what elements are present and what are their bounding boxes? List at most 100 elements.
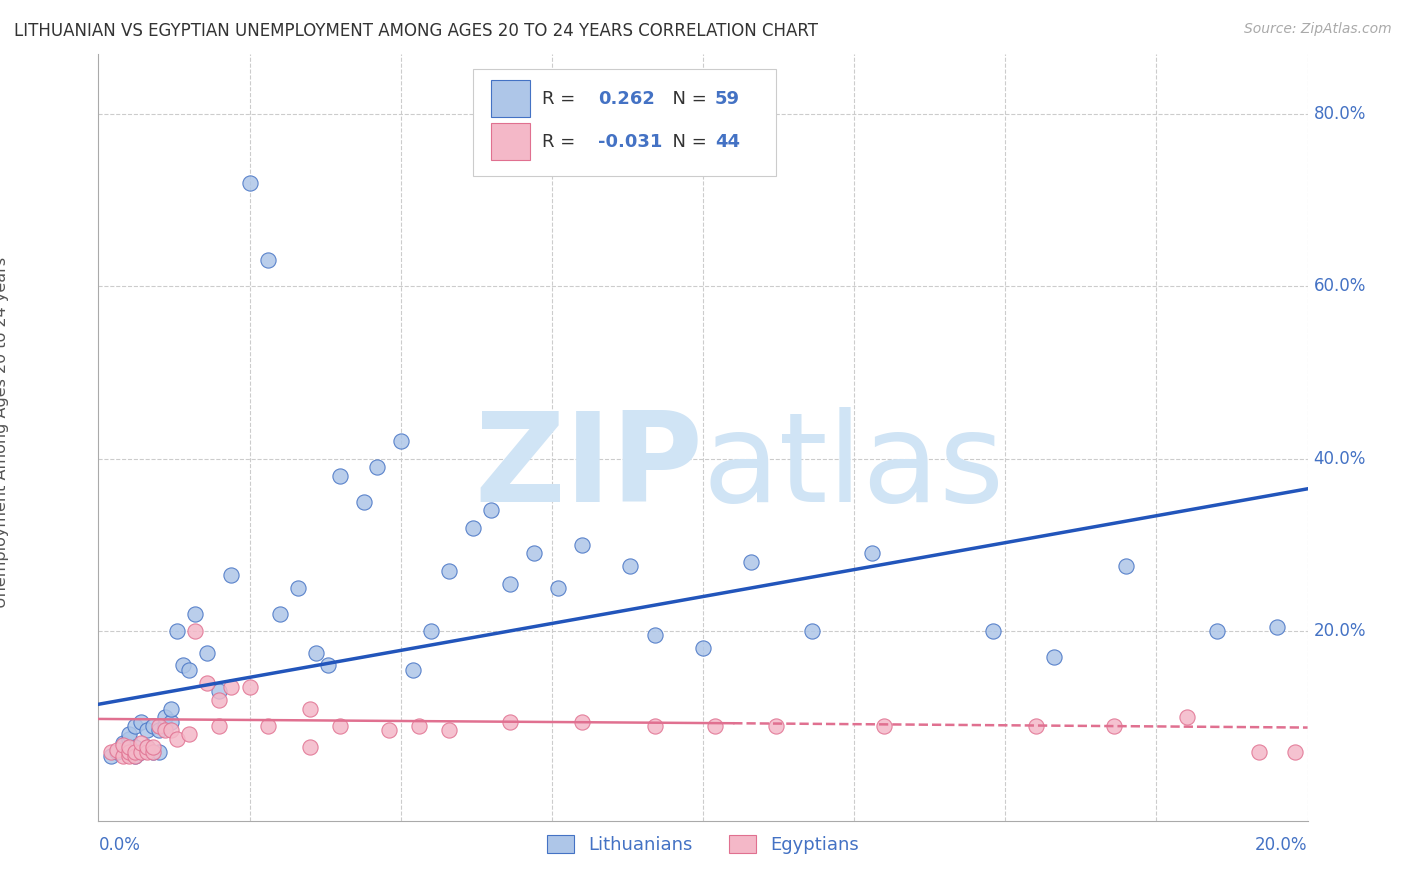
Point	[124, 749, 146, 764]
Point	[195, 646, 218, 660]
Point	[111, 738, 134, 752]
Point	[498, 714, 520, 729]
Text: 20.0%: 20.0%	[1313, 622, 1367, 640]
Point	[184, 607, 207, 621]
Point	[1115, 559, 1137, 574]
Point	[142, 719, 165, 733]
Point	[111, 740, 134, 755]
Point	[195, 675, 218, 690]
Point	[148, 719, 170, 733]
Text: 0.0%: 0.0%	[98, 836, 141, 855]
Point	[704, 719, 727, 733]
Point	[118, 745, 141, 759]
Point	[118, 727, 141, 741]
Point	[135, 740, 157, 755]
Point	[153, 710, 176, 724]
Point	[124, 719, 146, 733]
Point	[644, 719, 666, 733]
Point	[118, 745, 141, 759]
Point	[129, 714, 152, 729]
Point	[179, 727, 201, 741]
Point	[269, 607, 291, 621]
Point	[437, 564, 460, 578]
Point	[135, 723, 157, 738]
Point	[1102, 719, 1125, 733]
Point	[523, 546, 546, 560]
Point	[619, 559, 641, 574]
Point	[124, 740, 146, 755]
Point	[256, 719, 278, 733]
Point	[1284, 745, 1306, 759]
Point	[299, 740, 322, 755]
Point	[172, 658, 194, 673]
Point	[437, 723, 460, 738]
Point	[208, 684, 231, 698]
Text: 40.0%: 40.0%	[1313, 450, 1367, 467]
Point	[105, 745, 128, 759]
Text: -0.031: -0.031	[598, 133, 662, 151]
Point	[765, 719, 787, 733]
Point	[124, 745, 146, 759]
Point	[124, 749, 146, 764]
Point	[800, 624, 823, 638]
Point	[166, 624, 188, 638]
Point	[644, 628, 666, 642]
Point	[408, 719, 430, 733]
Text: 44: 44	[716, 133, 740, 151]
Point	[571, 714, 593, 729]
Text: R =: R =	[543, 133, 581, 151]
Point	[571, 538, 593, 552]
Point	[420, 624, 443, 638]
Point	[221, 680, 243, 694]
Point	[981, 624, 1004, 638]
Point	[111, 749, 134, 764]
Point	[111, 736, 134, 750]
Text: ZIP: ZIP	[474, 408, 703, 528]
Point	[1267, 620, 1289, 634]
Point	[740, 555, 762, 569]
Point	[179, 663, 201, 677]
Point	[166, 731, 188, 746]
Point	[100, 745, 122, 759]
Point	[160, 714, 183, 729]
Point	[129, 745, 152, 759]
Text: LITHUANIAN VS EGYPTIAN UNEMPLOYMENT AMONG AGES 20 TO 24 YEARS CORRELATION CHART: LITHUANIAN VS EGYPTIAN UNEMPLOYMENT AMON…	[14, 22, 818, 40]
Point	[498, 576, 520, 591]
Text: 60.0%: 60.0%	[1313, 277, 1367, 295]
Point	[221, 568, 243, 582]
Point	[239, 680, 262, 694]
Point	[160, 723, 183, 738]
Point	[135, 740, 157, 755]
Point	[481, 503, 503, 517]
Point	[142, 740, 165, 755]
Point	[148, 745, 170, 759]
Point	[873, 719, 896, 733]
Point	[239, 176, 262, 190]
Point	[256, 253, 278, 268]
Point	[1249, 745, 1271, 759]
Point	[305, 646, 328, 660]
Legend: Lithuanians, Egyptians: Lithuanians, Egyptians	[540, 828, 866, 862]
Point	[142, 745, 165, 759]
Point	[135, 745, 157, 759]
Text: Source: ZipAtlas.com: Source: ZipAtlas.com	[1244, 22, 1392, 37]
Point	[100, 749, 122, 764]
FancyBboxPatch shape	[492, 80, 530, 117]
Point	[692, 641, 714, 656]
Text: 20.0%: 20.0%	[1256, 836, 1308, 855]
Point	[153, 723, 176, 738]
Point	[860, 546, 883, 560]
Point	[129, 736, 152, 750]
Text: Unemployment Among Ages 20 to 24 years: Unemployment Among Ages 20 to 24 years	[0, 257, 10, 608]
Text: 0.262: 0.262	[598, 90, 655, 108]
Point	[153, 719, 176, 733]
Point	[118, 749, 141, 764]
Point	[208, 719, 231, 733]
Point	[208, 693, 231, 707]
Point	[1042, 649, 1064, 664]
Text: N =: N =	[661, 90, 713, 108]
Point	[118, 740, 141, 755]
Point	[353, 494, 375, 508]
Text: 80.0%: 80.0%	[1313, 105, 1367, 123]
Point	[316, 658, 339, 673]
